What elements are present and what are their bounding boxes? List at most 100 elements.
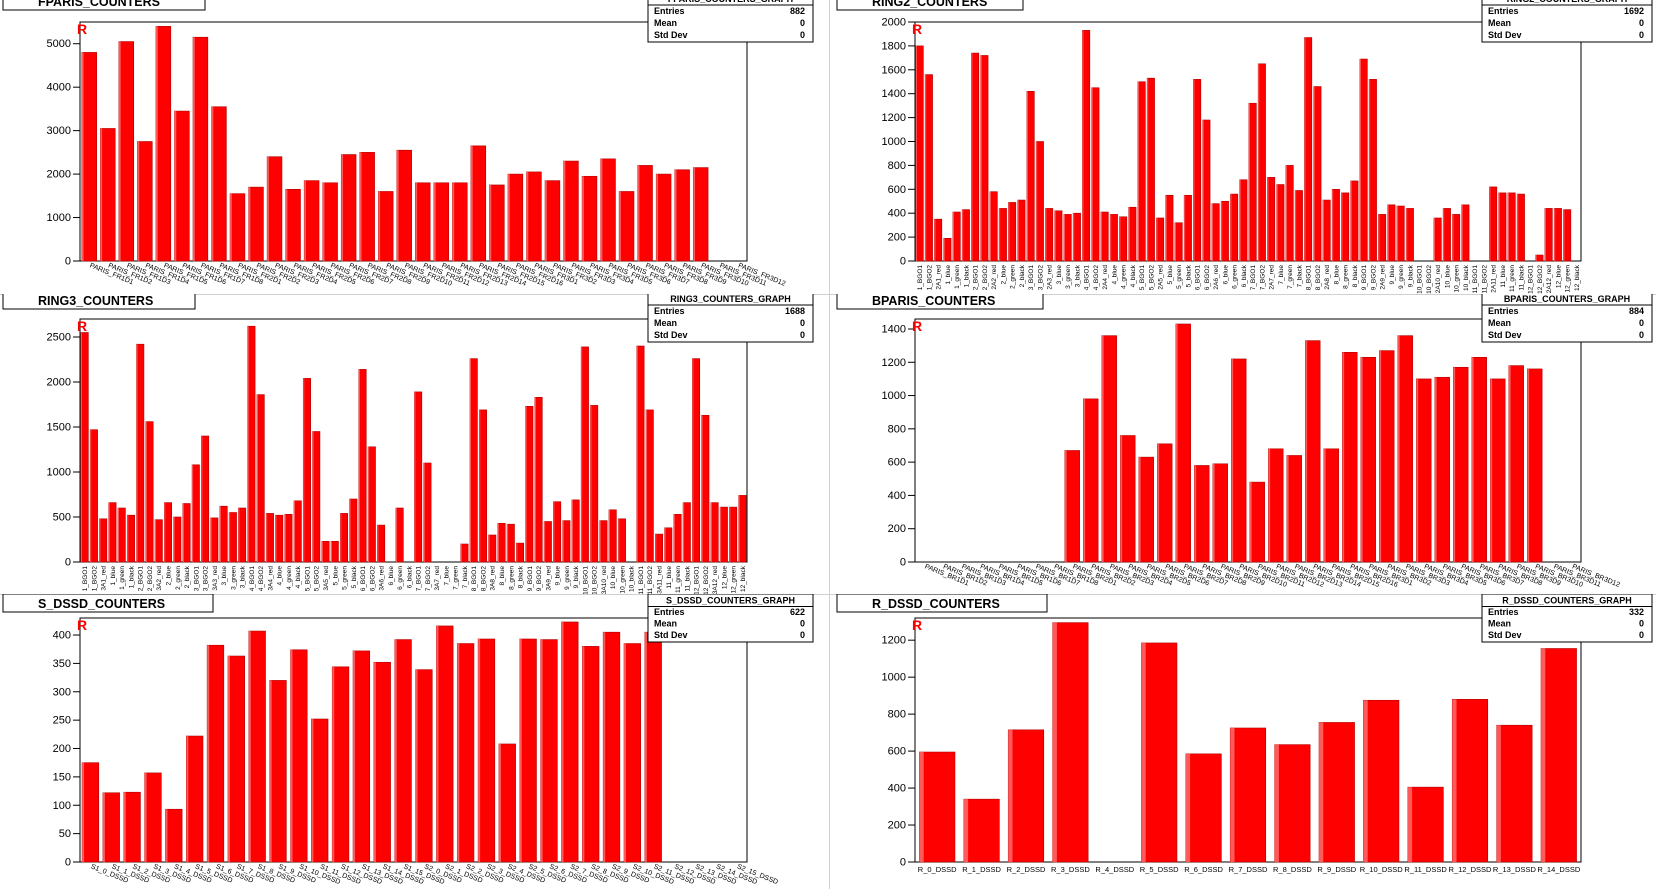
bar-PARIS_BR3D7 bbox=[1471, 356, 1487, 563]
x-tick-label: 4_BGO1 bbox=[249, 566, 256, 592]
histogram-title: RING3_COUNTERS bbox=[38, 294, 153, 308]
x-tick-label: 11_green bbox=[675, 566, 682, 593]
x-tick-label: 6_green bbox=[1232, 265, 1239, 289]
bar-highlight bbox=[1342, 352, 1345, 562]
y-tick-label: 5000 bbox=[47, 38, 71, 50]
bar-8_green bbox=[506, 523, 515, 563]
bar-highlight bbox=[561, 621, 564, 862]
bar-highlight bbox=[165, 809, 168, 862]
bar-2_black bbox=[182, 503, 191, 563]
bar-highlight bbox=[1128, 207, 1130, 261]
x-tick-label: 2A10_red bbox=[1435, 265, 1442, 294]
bar-S1_11_DSSD bbox=[311, 718, 329, 863]
bar-PARIS_FR2D15 bbox=[489, 184, 505, 262]
bar-highlight bbox=[534, 397, 536, 562]
bar-highlight bbox=[1295, 190, 1297, 261]
bar-2A10_red bbox=[1433, 217, 1442, 262]
x-tick-label: R_14_DSSD bbox=[1537, 865, 1581, 874]
bar-3_BGO2 bbox=[1035, 141, 1044, 262]
histogram-panel-2: 0 200 400 600 800 1000 1200 1400 1600 1800 2000 1_B… bbox=[836, 0, 1653, 294]
bar-highlight bbox=[1443, 208, 1445, 261]
bar-highlight bbox=[1313, 86, 1315, 261]
x-tick-label: 2_blue bbox=[1000, 265, 1007, 285]
bar-highlight bbox=[1193, 79, 1195, 261]
bar-highlight bbox=[207, 645, 210, 862]
x-tick-label: 6_BGO1 bbox=[360, 566, 367, 592]
x-tick-label: 12_black bbox=[740, 565, 747, 592]
bar-highlight bbox=[123, 792, 126, 862]
title-box bbox=[2, 294, 196, 310]
y-tick-label: 600 bbox=[888, 184, 906, 196]
bar-6_blue bbox=[1220, 200, 1229, 262]
bar-PARIS_FR2D16 bbox=[507, 173, 524, 262]
y-tick-label: 50 bbox=[59, 828, 71, 840]
bar-6_black bbox=[1239, 179, 1248, 262]
title-box bbox=[2, 594, 214, 613]
y-tick-label: 2000 bbox=[47, 377, 71, 389]
bar-highlight bbox=[1063, 214, 1065, 261]
bar-highlight bbox=[331, 541, 333, 562]
bar-4_BGO2 bbox=[256, 394, 265, 563]
bar-highlight bbox=[656, 174, 658, 261]
x-tick-label: 2_BGO1 bbox=[138, 566, 145, 592]
bar-highlight bbox=[637, 165, 640, 261]
bar-highlight bbox=[1221, 201, 1223, 261]
bar-10_blue bbox=[608, 509, 617, 563]
x-tick-label: 3_green bbox=[1065, 265, 1072, 289]
bar-1_BGO1 bbox=[80, 332, 89, 563]
bar-3_blue bbox=[1054, 210, 1063, 262]
bar-highlight bbox=[219, 506, 221, 562]
bar-8_green bbox=[1341, 192, 1350, 262]
bar-5_green bbox=[340, 513, 349, 563]
stats-std-value: 0 bbox=[800, 330, 805, 340]
x-tick-label: 5_BGO2 bbox=[314, 566, 321, 592]
x-tick-label: 12_green bbox=[731, 566, 738, 594]
x-tick-label: 2A11_red bbox=[1491, 265, 1498, 293]
y-tick-label: 1000 bbox=[882, 136, 906, 148]
x-tick-label: 6_BGO2 bbox=[1204, 265, 1211, 291]
stats-mean-value: 0 bbox=[1639, 619, 1644, 629]
bar-4_BGO1 bbox=[247, 325, 256, 563]
x-tick-label: 11_BGO2 bbox=[1481, 265, 1488, 294]
x-tick-label: 9_green bbox=[1398, 265, 1405, 289]
x-tick-label: 3_BGO1 bbox=[193, 566, 200, 592]
bar-9_BGO2 bbox=[1368, 79, 1377, 262]
bar-11_blue bbox=[1498, 192, 1507, 262]
x-tick-label: 9_BGO1 bbox=[527, 566, 534, 592]
x-tick-label: 3A10_red bbox=[601, 566, 608, 594]
histogram-panel-4: 0200400600800100012001400PARIS_BR1D1PARI… bbox=[836, 294, 1653, 589]
bar-highlight bbox=[373, 662, 376, 862]
bar-2_blue bbox=[998, 208, 1007, 262]
bar-5_blue bbox=[330, 541, 339, 563]
x-tick-label: R_3_DSSD bbox=[1051, 865, 1090, 874]
bar-highlight bbox=[377, 525, 379, 562]
bar-S1_12_DSSD bbox=[331, 666, 350, 863]
y-tick-label: 1000 bbox=[47, 467, 71, 479]
bar-PARIS_FR1D2 bbox=[100, 128, 116, 262]
x-tick-label: 10_BGO1 bbox=[582, 566, 589, 594]
bar-PARIS_BR2D10 bbox=[1231, 358, 1247, 563]
bar-3A8_red bbox=[488, 534, 497, 563]
x-tick-label: 9_green bbox=[564, 566, 571, 590]
x-tick-label: 2_green bbox=[175, 566, 182, 590]
x-tick-label: 10_BGO2 bbox=[592, 566, 599, 594]
bar-12_BGO2 bbox=[1535, 254, 1544, 262]
bar-highlight bbox=[173, 517, 175, 562]
x-tick-label: 3_green bbox=[230, 566, 237, 590]
bar-6_BGO2 bbox=[1202, 119, 1211, 262]
bar-highlight bbox=[1453, 367, 1456, 562]
bar-PARIS_FR3D4 bbox=[581, 175, 598, 262]
bar-7_black bbox=[1294, 190, 1303, 262]
stats-entries-value: 332 bbox=[1629, 607, 1644, 617]
bar-3_BGO1 bbox=[1026, 91, 1035, 262]
bar-PARIS_BR3D8 bbox=[1490, 378, 1506, 563]
bar-highlight bbox=[478, 638, 481, 862]
bar-S1_4_DSSD bbox=[165, 808, 183, 863]
bar-3_black bbox=[1072, 212, 1081, 262]
y-tick-label: 1400 bbox=[882, 323, 906, 335]
bar-highlight bbox=[1508, 365, 1511, 562]
bar-PARIS_BR2D16 bbox=[1342, 351, 1358, 563]
bar-highlight bbox=[1141, 642, 1146, 862]
x-tick-label: 7_blue bbox=[443, 566, 450, 586]
